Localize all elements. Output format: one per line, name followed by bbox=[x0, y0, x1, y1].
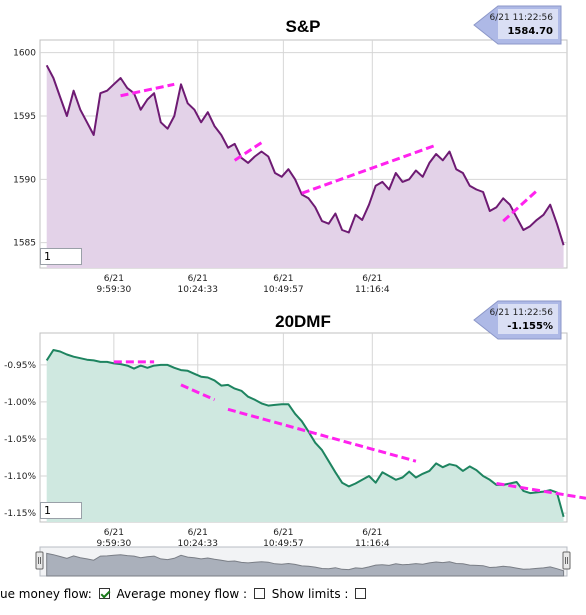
dmf-title: 20DMF bbox=[275, 312, 331, 331]
dmf-y-axis: -0.95% -1.00% -1.05% -1.10% -1.15% bbox=[4, 361, 36, 519]
navigator-right-handle[interactable] bbox=[562, 551, 571, 570]
x-tick-date: 6/21 bbox=[362, 274, 382, 284]
true-money-flow-label: ue money flow: bbox=[0, 586, 92, 601]
show-limits-checkbox[interactable] bbox=[355, 588, 367, 599]
trend-line bbox=[120, 82, 175, 98]
navigator-left-handle[interactable] bbox=[35, 551, 44, 570]
average-money-flow-label: Average money flow : bbox=[116, 586, 248, 601]
trend-line bbox=[227, 407, 417, 463]
y-tick-label: 1590 bbox=[13, 175, 36, 185]
sp-title: S&P bbox=[286, 17, 321, 36]
x-tick-time: 10:49:57 bbox=[263, 539, 303, 549]
dmf-panel: -0.95%-1.00%-1.05%-1.10%-1.15% 6/219:59:… bbox=[4, 300, 586, 549]
x-tick-date: 6/21 bbox=[362, 528, 382, 538]
x-tick-time: 10:49:57 bbox=[263, 285, 303, 295]
trend-line bbox=[496, 481, 586, 500]
x-tick-date: 6/21 bbox=[104, 528, 124, 538]
x-tick-date: 6/21 bbox=[273, 274, 293, 284]
x-tick-time: 9:59:30 bbox=[96, 539, 131, 549]
sp-trend-lines bbox=[120, 82, 538, 223]
y-tick-label: 1600 bbox=[13, 49, 36, 59]
x-tick-time: 10:24:33 bbox=[178, 539, 218, 549]
y-tick-label: -1.10% bbox=[4, 472, 36, 482]
x-tick-time: 10:24:33 bbox=[178, 285, 218, 295]
x-tick-date: 6/21 bbox=[273, 528, 293, 538]
dmf-callout-timestamp: 6/21 11:22:56 bbox=[490, 308, 554, 318]
x-tick-date: 6/21 bbox=[188, 274, 208, 284]
dmf-line bbox=[45, 349, 565, 518]
sp-callout-timestamp: 6/21 11:22:56 bbox=[490, 13, 554, 23]
x-tick-time: 11:16:4 bbox=[355, 539, 390, 549]
average-money-flow-checkbox[interactable] bbox=[253, 588, 265, 599]
true-money-flow-checkbox[interactable] bbox=[98, 588, 110, 599]
sp-y-axis: 1585 1590 1595 1600 bbox=[13, 49, 36, 249]
sp-area bbox=[46, 65, 564, 268]
y-tick-label: -1.15% bbox=[4, 509, 36, 519]
y-tick-label: 1595 bbox=[13, 112, 36, 122]
dmf-area bbox=[46, 350, 564, 522]
x-tick-time: 11:16:4 bbox=[355, 285, 390, 295]
dmf-zoom-input[interactable]: 1 bbox=[40, 502, 82, 519]
sp-value-callout: 6/21 11:22:56 1584.70 bbox=[473, 5, 562, 45]
dmf-value-callout: 6/21 11:22:56 -1.155% bbox=[473, 300, 562, 340]
dmf-callout-value: -1.155% bbox=[507, 321, 553, 332]
navigator-preview bbox=[46, 552, 565, 577]
footer-controls: ue money flow: Average money flow : Show… bbox=[0, 586, 586, 610]
show-limits-label: Show limits : bbox=[271, 586, 349, 601]
x-tick-time: 9:59:30 bbox=[96, 285, 131, 295]
sp-callout-value: 1584.70 bbox=[507, 26, 553, 37]
x-tick-date: 6/21 bbox=[188, 528, 208, 538]
x-tick-date: 6/21 bbox=[104, 274, 124, 284]
y-tick-label: -1.00% bbox=[4, 398, 36, 408]
sp-zoom-input[interactable]: 1 bbox=[40, 248, 82, 265]
range-navigator[interactable] bbox=[35, 546, 571, 577]
trend-line bbox=[502, 189, 538, 223]
sp-x-axis: 6/219:59:306/2110:24:336/2110:49:576/211… bbox=[96, 274, 389, 295]
y-tick-label: -0.95% bbox=[4, 361, 36, 371]
dmf-trend-lines bbox=[113, 360, 586, 500]
y-tick-label: -1.05% bbox=[4, 435, 36, 445]
dmf-x-axis: 6/219:59:306/2110:24:336/2110:49:576/211… bbox=[96, 528, 389, 549]
y-tick-label: 1585 bbox=[13, 239, 36, 249]
trend-line bbox=[233, 141, 263, 162]
trend-line bbox=[180, 383, 216, 402]
